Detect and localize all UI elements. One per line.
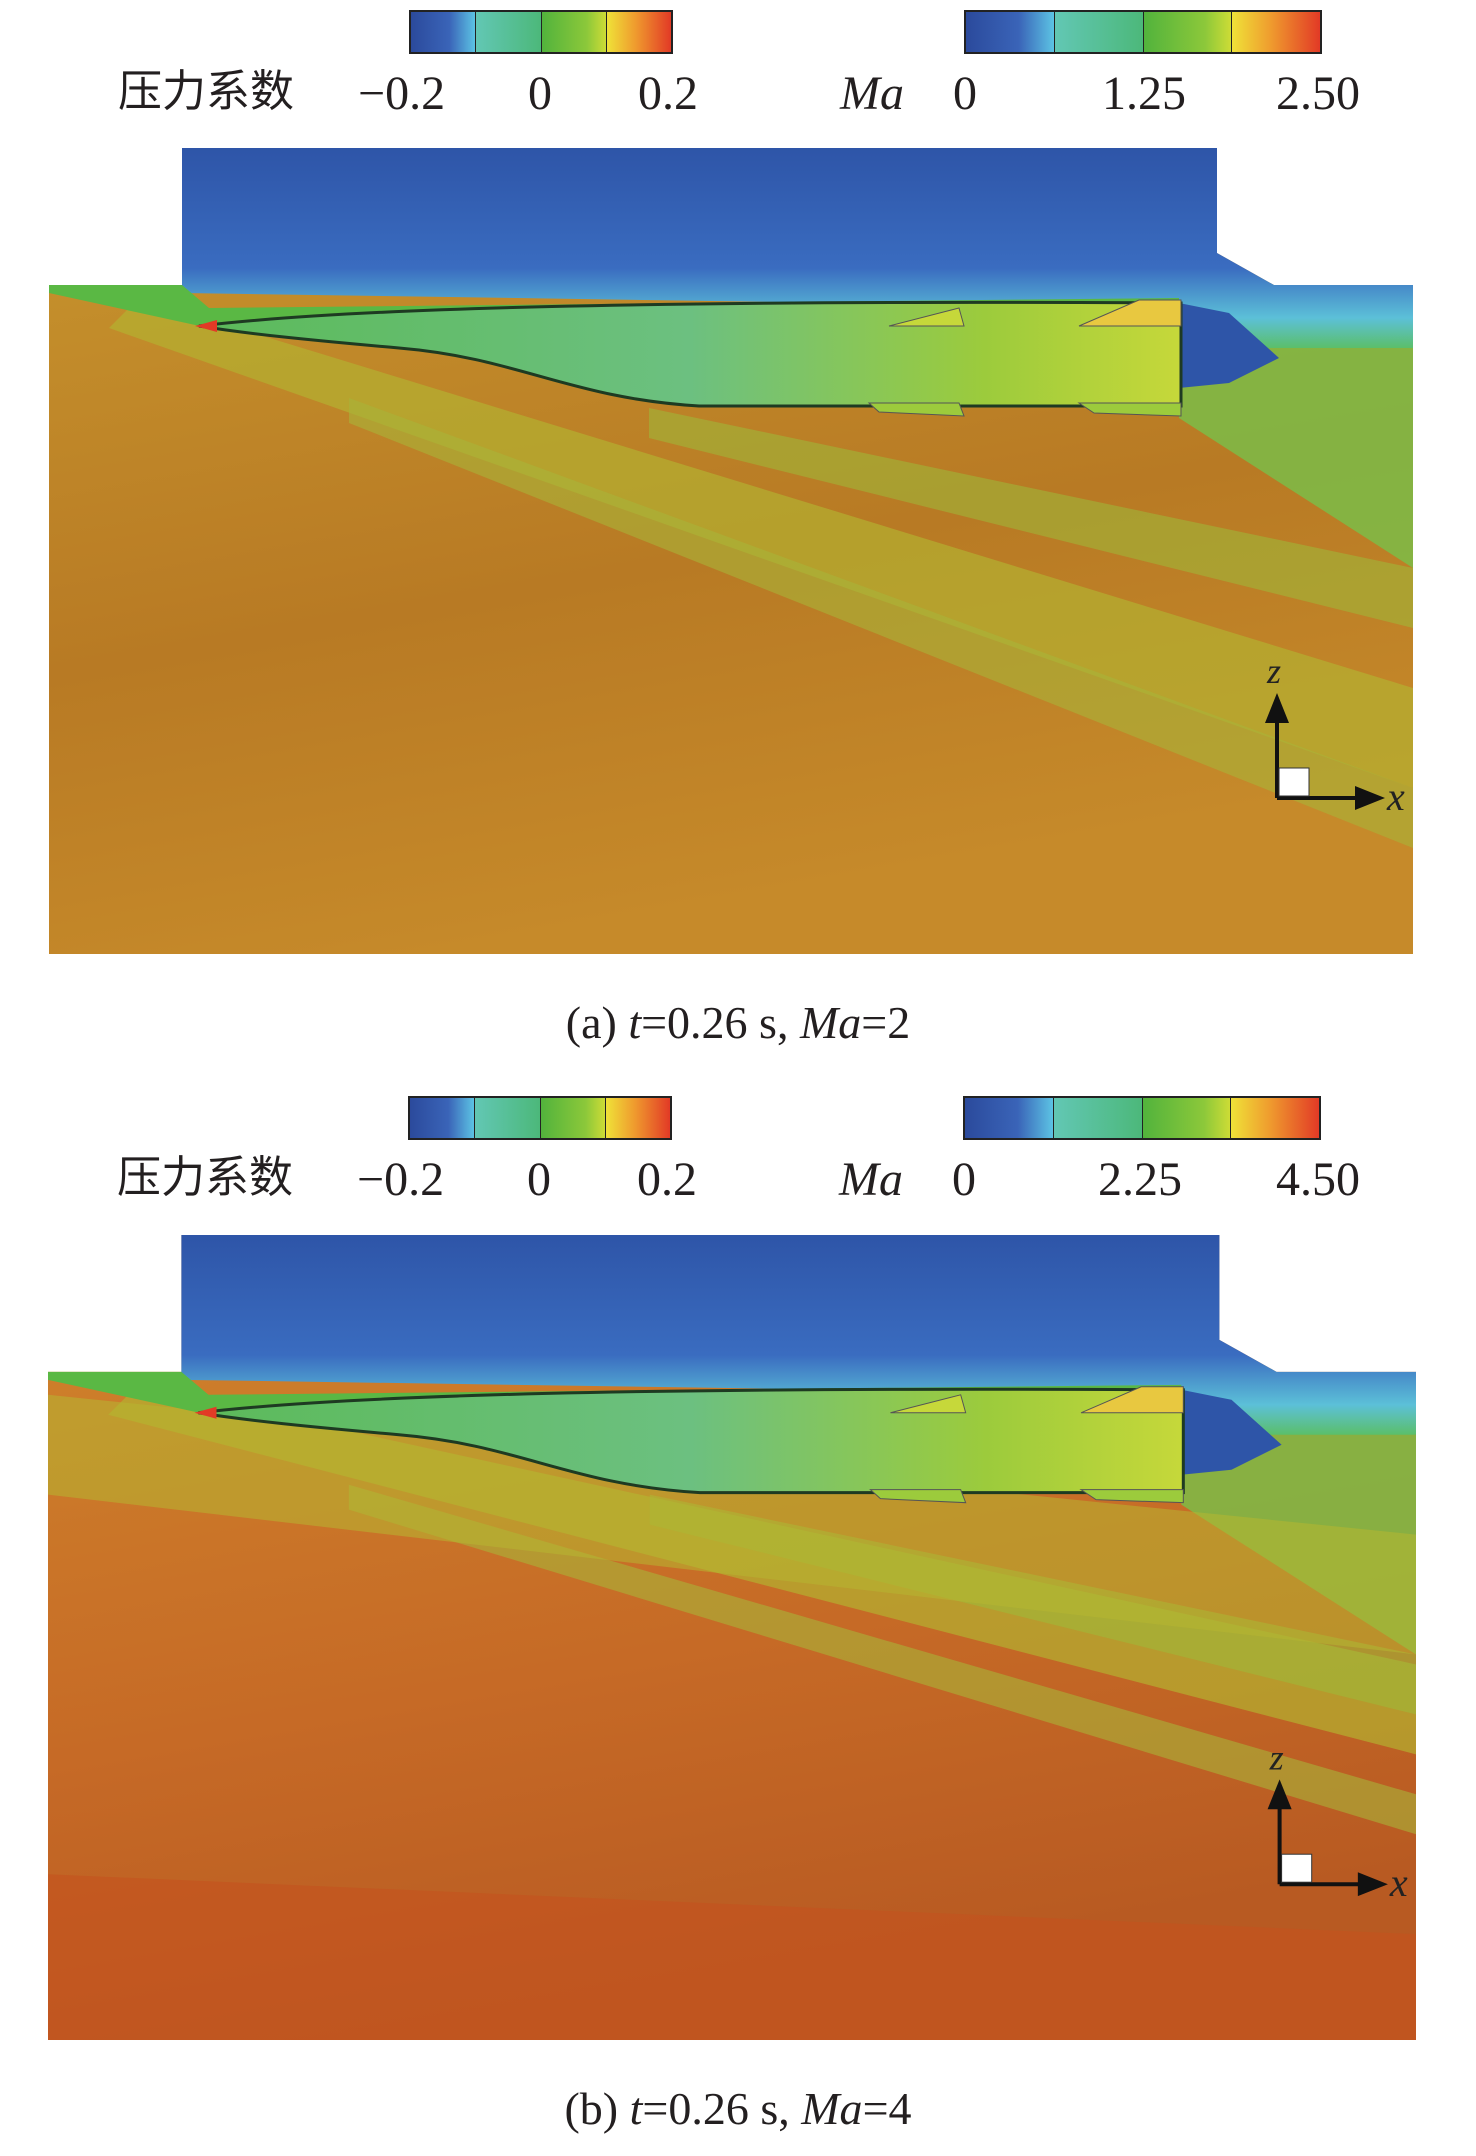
- y-axis-marker: [1281, 1853, 1313, 1883]
- mach-tick-a: 2.50: [1276, 67, 1360, 120]
- fin: [867, 402, 965, 417]
- mach-tick-b: 4.50: [1276, 1153, 1360, 1206]
- shock-band: [349, 398, 1413, 848]
- shock-band: [649, 408, 1413, 628]
- pressure-colorbar-b: [408, 1096, 672, 1140]
- fin: [1078, 299, 1182, 327]
- upper-band: [48, 1394, 1416, 1655]
- pressure-tick-b: 0.2: [637, 1153, 697, 1206]
- shock-band: [109, 298, 1413, 788]
- z-axis-arrow-icon: [1267, 1779, 1292, 1810]
- coordinate-axes: z x: [1267, 1737, 1408, 1905]
- fin: [1080, 1386, 1184, 1414]
- z-axis-label: z: [1266, 651, 1281, 691]
- pressure-tick-a: −0.2: [358, 67, 446, 120]
- mach-legend-title-a: Ma: [840, 67, 904, 120]
- x-axis-label: x: [1389, 1860, 1408, 1905]
- flow-field-panel-b: z x: [48, 1235, 1416, 2040]
- upper-white-region: [1217, 148, 1413, 285]
- caption-b: (b) t=0.26 s, Ma=4: [564, 2083, 912, 2134]
- mach-tick-b: 0: [952, 1153, 976, 1206]
- upper-white-region: [48, 1235, 182, 1372]
- mach-tick-a: 0: [953, 67, 977, 120]
- nose-tip: [194, 1406, 217, 1419]
- x-axis-arrow-icon: [1355, 786, 1385, 810]
- coordinate-axes: z x: [1265, 651, 1405, 819]
- upper-white-region: [49, 148, 182, 285]
- lower-band: [48, 1874, 1416, 2040]
- nose-tip: [195, 320, 217, 332]
- shock-band: [348, 1484, 1416, 1835]
- fin: [869, 1489, 967, 1504]
- pressure-tick-a: 0: [528, 67, 552, 120]
- low-mach-region: [181, 1235, 1416, 1435]
- base-wake: [1181, 1389, 1282, 1475]
- fin: [1079, 1489, 1184, 1504]
- pressure-tick-b: 0: [527, 1153, 551, 1206]
- fin: [1077, 402, 1182, 417]
- low-mach-region: [182, 148, 1413, 348]
- mach-colorbar-a: [964, 10, 1322, 54]
- missile-body: [198, 1387, 1185, 1495]
- z-axis-arrow-icon: [1265, 693, 1289, 723]
- x-axis-label: x: [1386, 774, 1405, 819]
- pressure-colorbar-a: [409, 10, 673, 54]
- upper-white-region: [1219, 1235, 1416, 1372]
- z-axis-label: z: [1269, 1737, 1284, 1777]
- mach-tick-a: 1.25: [1102, 67, 1186, 120]
- fin: [888, 307, 965, 327]
- caption-a: (a) t=0.26 s, Ma=2: [565, 997, 911, 1048]
- pressure-tick-a: 0.2: [638, 67, 698, 120]
- mach-tick-b: 2.25: [1098, 1153, 1182, 1206]
- pressure-legend-title-a: 压力系数: [118, 66, 294, 117]
- pressure-legend-title-b: 压力系数: [117, 1152, 293, 1203]
- pressure-tick-b: −0.2: [357, 1153, 445, 1206]
- y-axis-marker: [1278, 767, 1310, 797]
- base-wake: [1179, 303, 1279, 388]
- wake-band: [1179, 328, 1413, 568]
- x-axis-arrow-icon: [1357, 1872, 1388, 1897]
- mach-legend-title-b: Ma: [839, 1153, 903, 1206]
- missile-body: [198, 300, 1183, 408]
- fin: [890, 1394, 967, 1414]
- mach-colorbar-b: [963, 1096, 1321, 1140]
- flow-field-panel-a: z x: [49, 148, 1413, 954]
